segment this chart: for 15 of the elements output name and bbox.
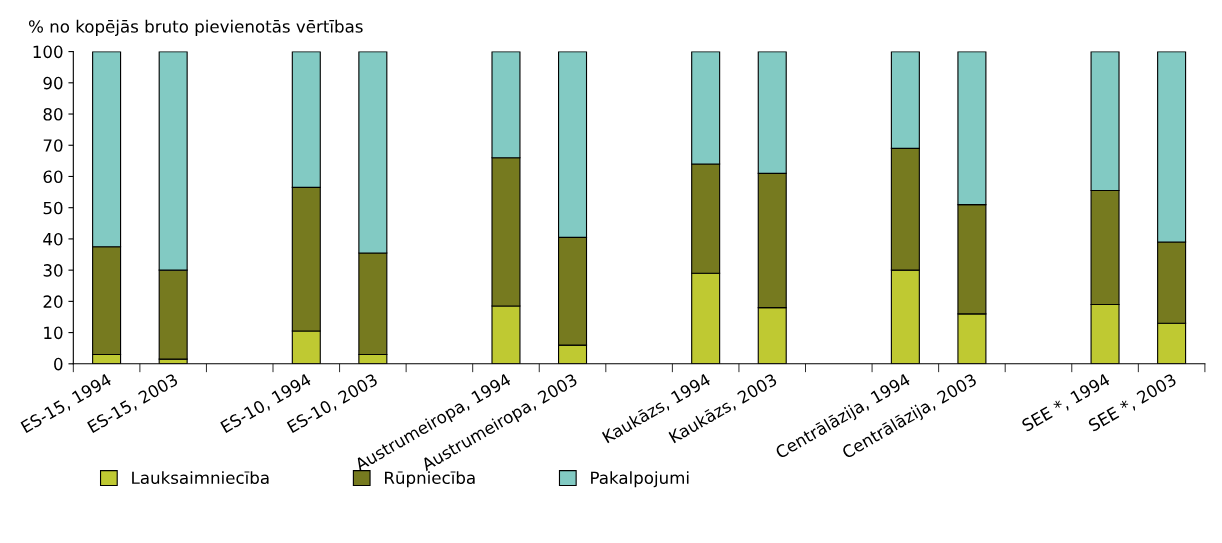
y-tick-label: 0	[54, 357, 63, 371]
y-tick-label: 80	[43, 107, 63, 121]
y-tick-label: 30	[43, 264, 63, 277]
y-tick-label: 70	[43, 139, 63, 152]
y-axis-title: % no kopējās bruto pievienotās vērtības	[28, 19, 363, 36]
y-tick-label: 10	[44, 326, 63, 340]
legend-label: Pakalpojumi	[591, 471, 689, 488]
y-tick-label: 90	[43, 76, 63, 90]
legend-label: Rūpniecība	[385, 471, 475, 488]
y-tick-label: 100	[33, 45, 63, 59]
legend-label: Lauksaimniecība	[132, 471, 269, 485]
y-tick-label: 60	[43, 170, 63, 184]
y-tick-label: 20	[43, 295, 63, 308]
y-tick-label: 40	[43, 232, 63, 246]
y-tick-label: 50	[43, 201, 63, 215]
